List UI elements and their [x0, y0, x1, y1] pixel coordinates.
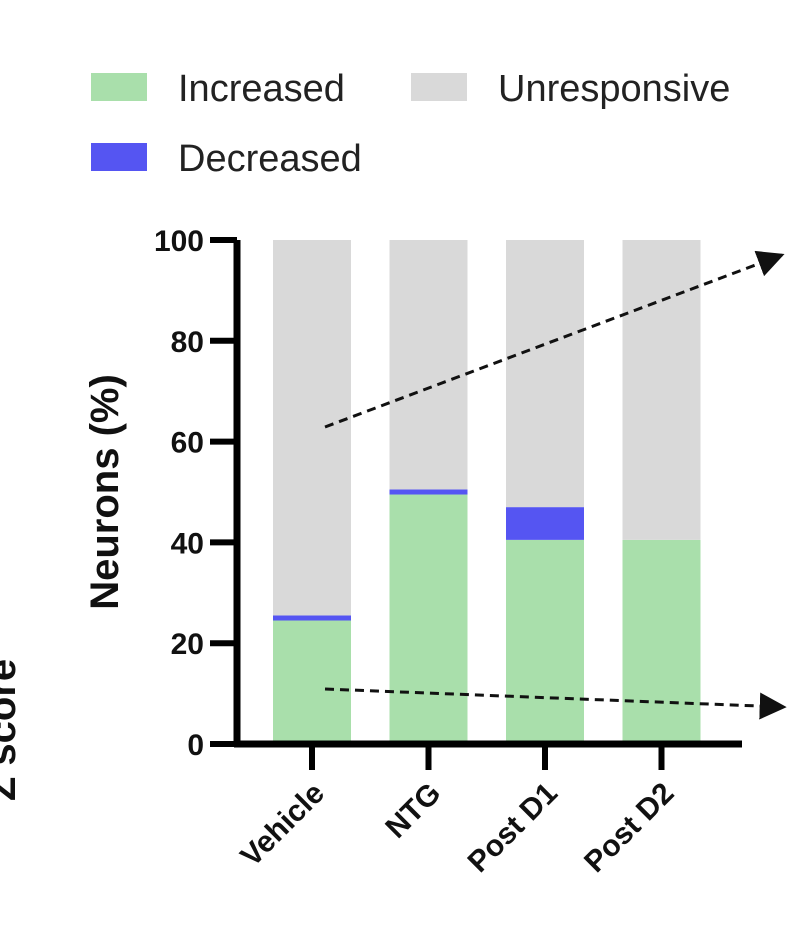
y-tick-label-0: 0 — [187, 729, 204, 762]
bar-unresponsive-vehicle — [273, 240, 351, 616]
bar-unresponsive-ntg — [389, 240, 468, 490]
legend-swatch-decreased — [91, 143, 147, 171]
bar-unresponsive-post-d2 — [622, 240, 701, 540]
legend-label-decreased: Decreased — [178, 138, 362, 180]
legend-swatch-unresponsive — [411, 73, 467, 101]
bars-group — [273, 240, 701, 744]
bar-decreased-vehicle — [273, 615, 351, 621]
bar-increased-vehicle — [273, 620, 351, 744]
legend-label-increased: Increased — [178, 68, 345, 110]
legend-swatch-increased — [91, 73, 147, 101]
x-tick-label-ntg: NTG — [379, 777, 447, 845]
x-ticks-group: Vehicle NTG Post D1 Post D2 — [234, 744, 680, 879]
bar-unresponsive-post-d1 — [506, 240, 584, 508]
y-tick-label-60: 60 — [171, 427, 204, 460]
bar-decreased-post-d1 — [506, 507, 584, 540]
x-tick-label-post-d2: Post D2 — [578, 777, 680, 879]
bar-increased-ntg — [389, 494, 468, 744]
legend: Increased Unresponsive Decreased — [91, 68, 730, 180]
dashed-arrow-upper — [324, 250, 785, 429]
side-label-z-score: Z score — [0, 659, 24, 801]
legend-label-unresponsive: Unresponsive — [498, 68, 730, 110]
x-tick-label-post-d1: Post D1 — [462, 777, 564, 879]
dashed-arrow-lower — [324, 687, 787, 720]
y-tick-label-100: 100 — [154, 225, 204, 258]
y-axis-title: Neurons (%) — [83, 374, 127, 610]
x-tick-label-vehicle: Vehicle — [234, 777, 330, 873]
y-tick-label-20: 20 — [171, 628, 204, 661]
bar-increased-post-d1 — [506, 539, 584, 744]
bar-decreased-ntg — [389, 489, 468, 495]
y-tick-label-80: 80 — [171, 326, 204, 359]
y-tick-label-40: 40 — [171, 527, 204, 560]
bar-increased-post-d2 — [622, 539, 701, 744]
y-ticks-group: 0 20 40 60 80 100 — [154, 225, 237, 762]
